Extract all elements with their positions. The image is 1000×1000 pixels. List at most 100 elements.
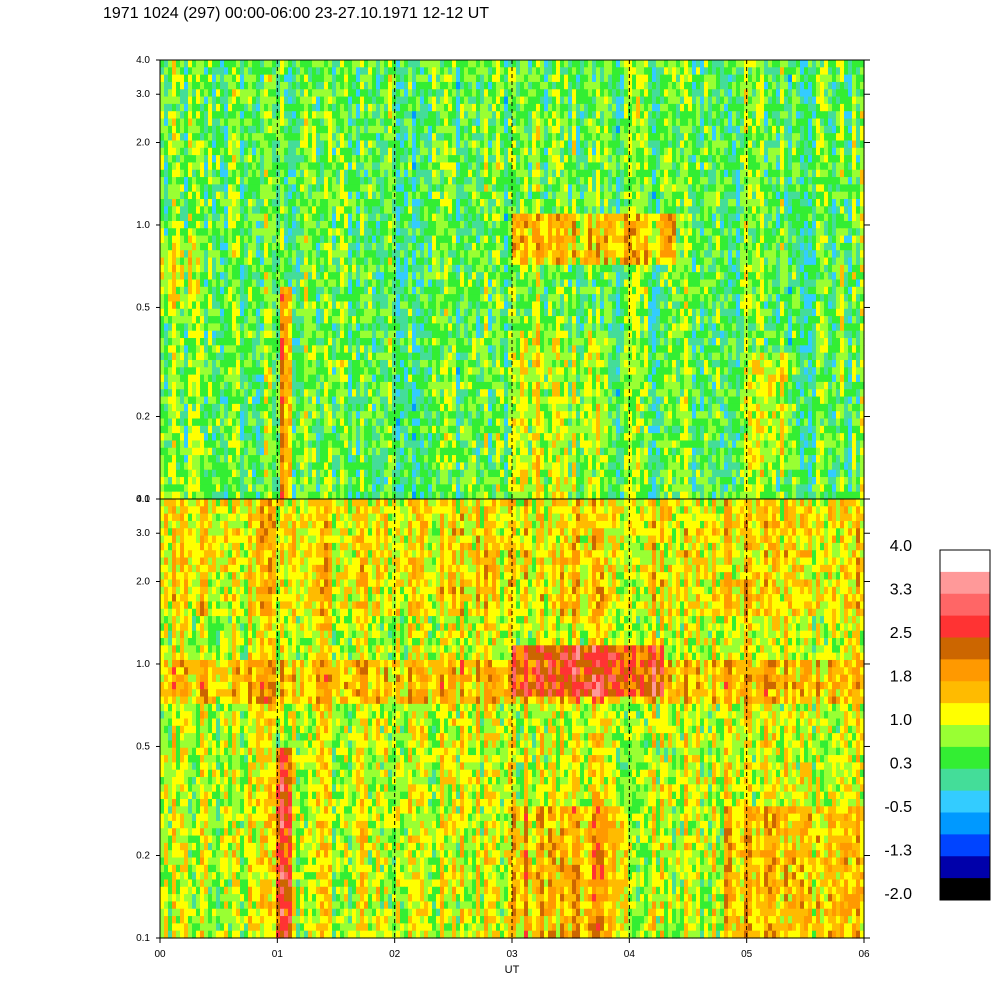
heatmap-cell xyxy=(812,221,817,229)
heatmap-cell xyxy=(724,133,729,141)
heatmap-cell xyxy=(196,67,201,75)
heatmap-cell xyxy=(364,199,369,207)
heatmap-cell xyxy=(380,214,385,222)
heatmap-cell xyxy=(304,184,309,192)
heatmap-cell xyxy=(300,97,305,105)
heatmap-cell xyxy=(364,111,369,119)
heatmap-cell xyxy=(696,148,701,156)
heatmap-cell xyxy=(548,184,553,192)
heatmap-cell xyxy=(288,82,293,90)
heatmap-cell xyxy=(856,214,861,222)
heatmap-cell xyxy=(336,177,341,185)
heatmap-cell xyxy=(424,67,429,75)
heatmap-cell xyxy=(192,258,197,266)
heatmap-cell xyxy=(352,67,357,75)
heatmap-cell xyxy=(668,119,673,127)
heatmap-cell xyxy=(820,148,825,156)
heatmap-cell xyxy=(292,155,297,163)
heatmap-cell xyxy=(328,162,333,170)
heatmap-cell xyxy=(224,250,229,258)
heatmap-cell xyxy=(728,155,733,163)
heatmap-cell xyxy=(200,89,205,97)
heatmap-cell xyxy=(640,67,645,75)
heatmap-cell xyxy=(684,177,689,185)
heatmap-cell xyxy=(684,126,689,134)
heatmap-cell xyxy=(292,119,297,127)
heatmap-cell xyxy=(840,177,845,185)
heatmap-cell xyxy=(464,140,469,148)
heatmap-cell xyxy=(356,265,361,273)
heatmap-cell xyxy=(832,67,837,75)
heatmap-cell xyxy=(436,104,441,112)
heatmap-cell xyxy=(180,243,185,251)
heatmap-cell xyxy=(324,140,329,148)
heatmap-cell xyxy=(652,89,657,97)
heatmap-cell xyxy=(460,250,465,258)
heatmap-cell xyxy=(584,126,589,134)
heatmap-cell xyxy=(740,228,745,236)
heatmap-cell xyxy=(356,228,361,236)
heatmap-cell xyxy=(748,148,753,156)
heatmap-cell xyxy=(656,170,661,178)
heatmap-cell xyxy=(160,82,165,90)
heatmap-cell xyxy=(832,111,837,119)
heatmap-cell xyxy=(540,170,545,178)
heatmap-cell xyxy=(460,170,465,178)
heatmap-cell xyxy=(464,97,469,105)
heatmap-cell xyxy=(500,148,505,156)
heatmap-cell xyxy=(428,250,433,258)
heatmap-cell xyxy=(692,250,697,258)
heatmap-cell xyxy=(472,104,477,112)
heatmap-cell xyxy=(608,111,613,119)
heatmap-cell xyxy=(172,148,177,156)
heatmap-cell xyxy=(236,82,241,90)
heatmap-cell xyxy=(428,155,433,163)
heatmap-cell xyxy=(772,243,777,251)
heatmap-cell xyxy=(448,89,453,97)
heatmap-cell xyxy=(580,192,585,200)
heatmap-cell xyxy=(600,119,605,127)
heatmap-cell xyxy=(256,177,261,185)
heatmap-cell xyxy=(648,250,653,258)
heatmap-cell xyxy=(736,133,741,141)
heatmap-cell xyxy=(284,221,289,229)
heatmap-cell xyxy=(480,250,485,258)
heatmap-cell xyxy=(836,236,841,244)
heatmap-cell xyxy=(688,67,693,75)
heatmap-cell xyxy=(536,162,541,170)
heatmap-cell xyxy=(824,140,829,148)
heatmap-cell xyxy=(616,89,621,97)
heatmap-cell xyxy=(540,228,545,236)
heatmap-cell xyxy=(852,89,857,97)
heatmap-cell xyxy=(408,155,413,163)
heatmap-cell xyxy=(680,133,685,141)
heatmap-cell xyxy=(404,148,409,156)
heatmap-cell xyxy=(224,104,229,112)
heatmap-cell xyxy=(428,243,433,251)
heatmap-cell xyxy=(628,82,633,90)
heatmap-cell xyxy=(672,236,677,244)
heatmap-cell xyxy=(288,250,293,258)
heatmap-cell xyxy=(308,104,313,112)
heatmap-cell xyxy=(480,97,485,105)
heatmap-cell xyxy=(236,133,241,141)
heatmap-cell xyxy=(180,236,185,244)
heatmap-cell xyxy=(220,133,225,141)
heatmap-cell xyxy=(828,192,833,200)
heatmap-cell xyxy=(460,89,465,97)
heatmap-cell xyxy=(252,214,257,222)
heatmap-cell xyxy=(712,170,717,178)
heatmap-cell xyxy=(648,236,653,244)
heatmap-cell xyxy=(792,119,797,127)
heatmap-cell xyxy=(728,104,733,112)
heatmap-cell xyxy=(476,119,481,127)
heatmap-cell xyxy=(512,177,517,185)
heatmap-cell xyxy=(312,97,317,105)
heatmap-cell xyxy=(272,192,277,200)
heatmap-cell xyxy=(716,67,721,75)
heatmap-cell xyxy=(184,170,189,178)
heatmap-cell xyxy=(612,170,617,178)
heatmap-cell xyxy=(776,89,781,97)
heatmap-cell xyxy=(324,221,329,229)
heatmap-cell xyxy=(220,155,225,163)
